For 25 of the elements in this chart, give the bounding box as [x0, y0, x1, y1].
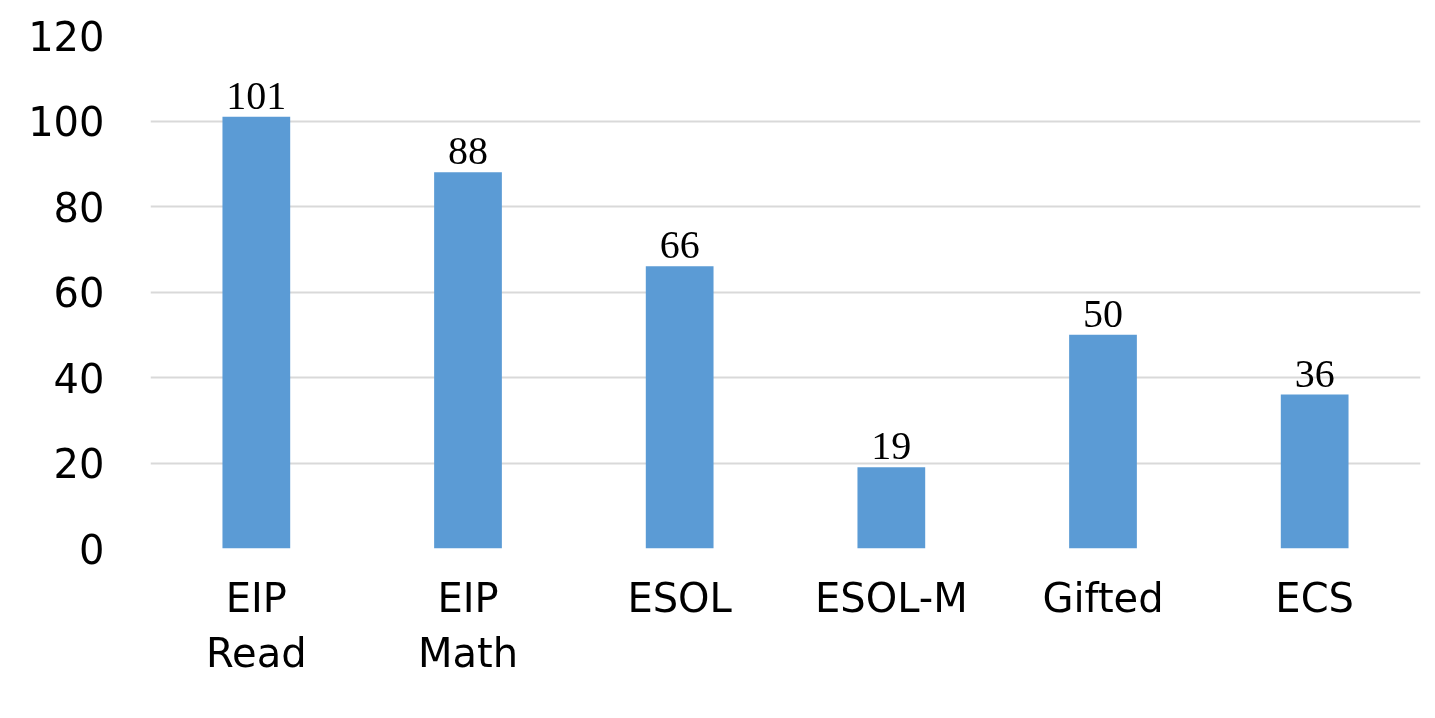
bar [1280, 394, 1349, 549]
x-tick-label: ESOL-M [815, 574, 968, 621]
data-label: 101 [226, 72, 287, 118]
y-tick-label: 100 [28, 99, 105, 145]
y-tick-label: 80 [53, 184, 105, 231]
y-tick-label: 60 [53, 270, 105, 316]
bar [434, 172, 502, 549]
data-label: 66 [659, 222, 700, 268]
bar [857, 467, 926, 549]
data-label: 36 [1294, 350, 1335, 396]
x-tick-label: ESOL [627, 574, 733, 621]
y-tick-label: 120 [28, 13, 105, 60]
data-label: 19 [871, 423, 912, 469]
bar [1069, 334, 1137, 549]
x-tick-label: EIP Read [206, 574, 307, 676]
y-tick-label: 0 [79, 526, 105, 573]
y-tick-label: 40 [53, 355, 105, 402]
data-label: 50 [1083, 290, 1123, 336]
x-tick-label: ECS [1275, 574, 1354, 621]
bar [645, 266, 714, 549]
x-tick-label: EIP Math [417, 574, 519, 676]
bar [222, 116, 291, 549]
data-label: 88 [448, 128, 488, 174]
y-tick-label: 20 [53, 441, 105, 487]
x-tick-label: Gifted [1042, 574, 1164, 621]
